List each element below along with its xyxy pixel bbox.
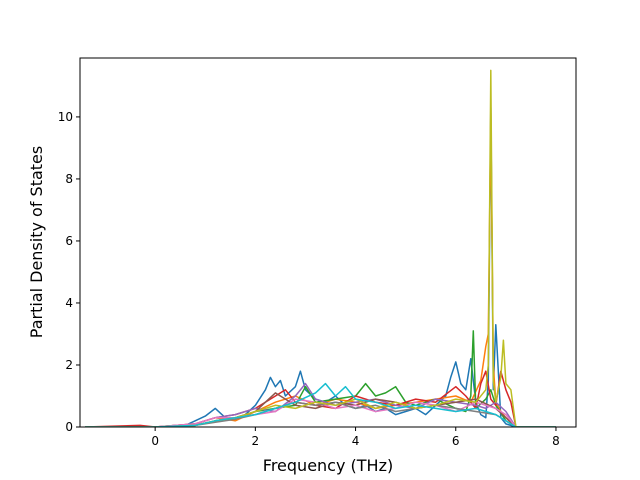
y-tick-label: 0 [65,420,73,434]
x-tick-label: 0 [151,434,159,448]
y-tick-label: 2 [65,358,73,372]
series-line-10 [85,382,556,427]
y-axis-label: Partial Density of States [27,146,46,338]
series-line-7 [85,398,556,427]
y-tick-label: 10 [58,110,73,124]
x-tick-label: 4 [352,434,360,448]
x-axis-ticks: 0 2 4 6 8 [151,427,560,448]
series-layer [84,69,556,427]
y-axis-ticks: 0 2 4 6 8 10 [58,110,80,434]
y-tick-label: 4 [65,296,73,310]
plot-frame [79,57,577,428]
x-axis-label: Frequency (THz) [263,456,393,475]
y-tick-label: 8 [65,172,73,186]
y-tick-label: 6 [65,234,73,248]
x-tick-label: 2 [252,434,260,448]
series-line-8 [85,401,556,427]
x-tick-label: 6 [452,434,460,448]
x-tick-label: 8 [552,434,560,448]
